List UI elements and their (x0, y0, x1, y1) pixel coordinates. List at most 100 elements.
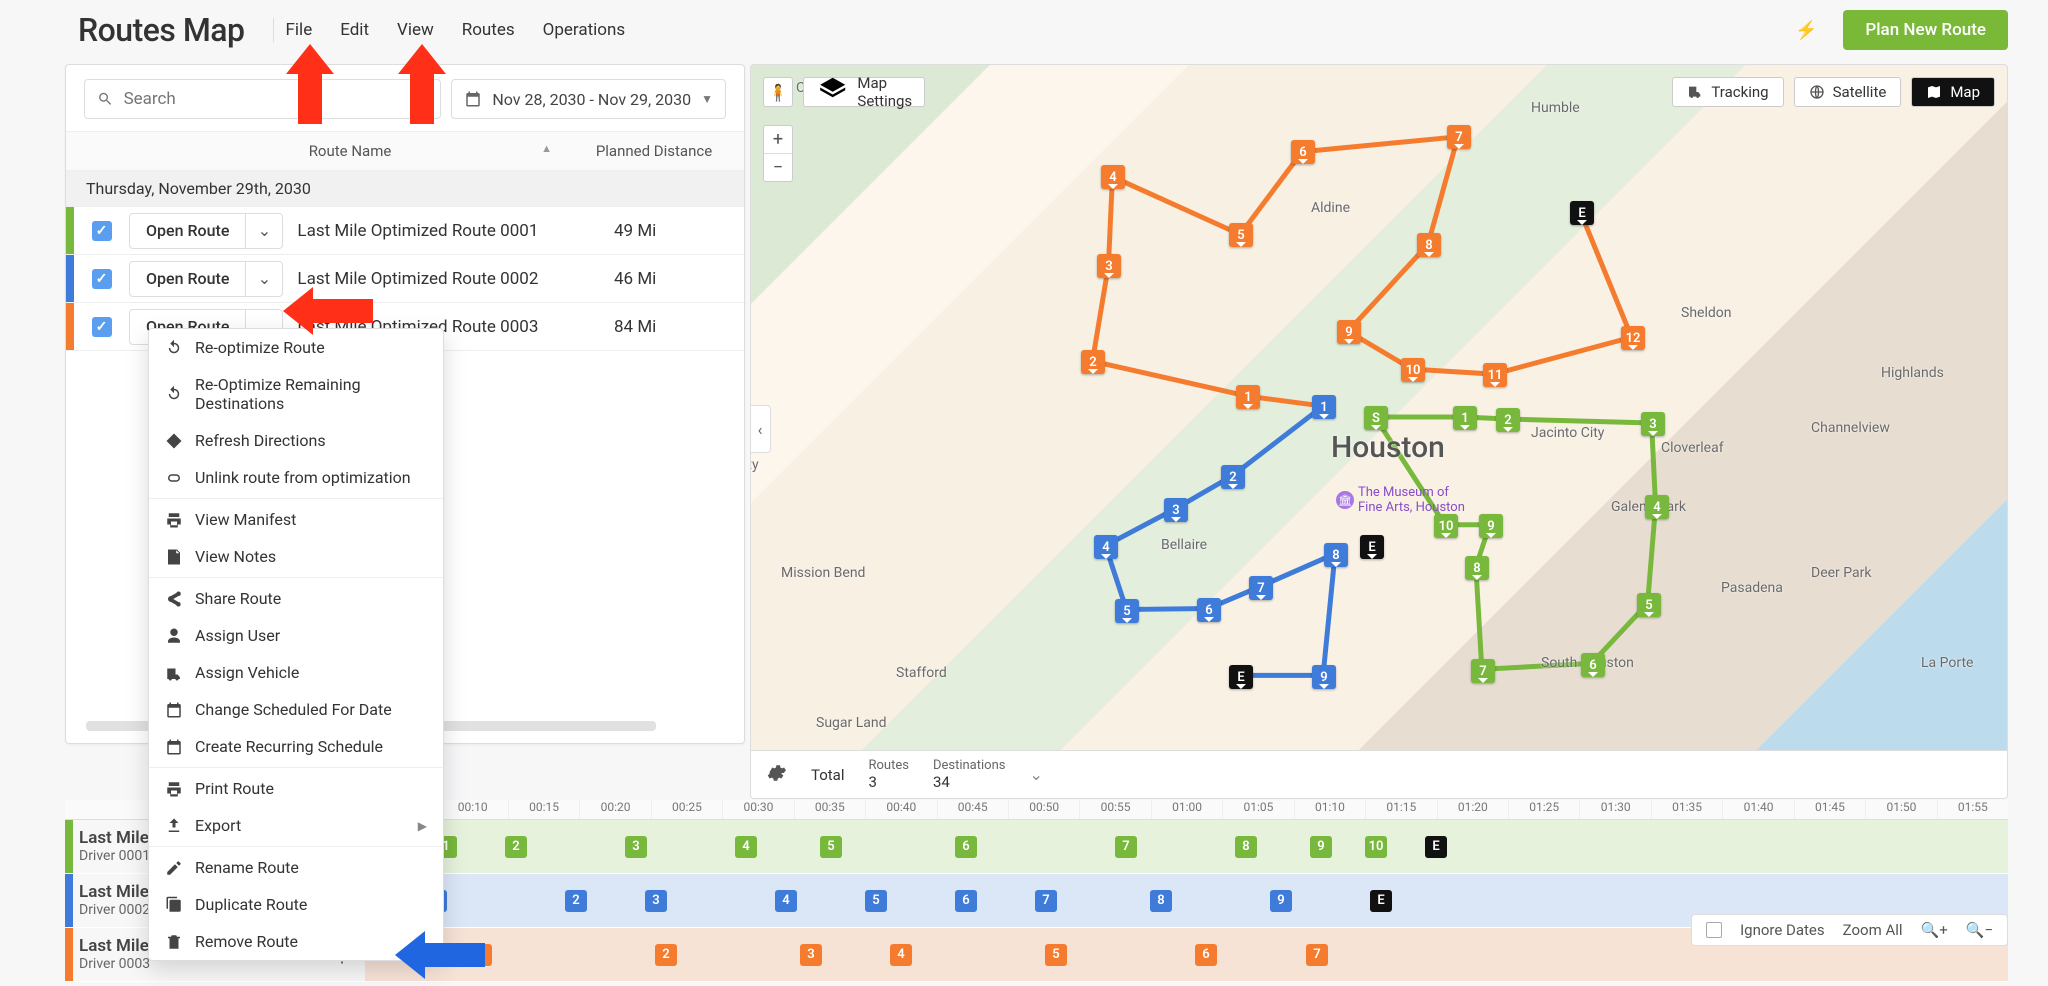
map-marker[interactable]: 5 (1229, 223, 1253, 247)
map-marker[interactable]: 1 (1453, 406, 1477, 430)
timeline-stop[interactable]: 2 (655, 944, 677, 966)
map-marker[interactable]: 3 (1164, 498, 1188, 522)
open-route-button[interactable]: Open Route ⌄ (129, 261, 283, 297)
map-marker[interactable]: 9 (1337, 320, 1361, 344)
ctx-print-route[interactable]: Print Route (149, 770, 443, 807)
timeline-stop[interactable]: 9 (1310, 836, 1332, 858)
timeline-stop[interactable]: 6 (955, 836, 977, 858)
map-marker[interactable]: 4 (1094, 535, 1118, 559)
bolt-icon[interactable]: ⚡ (1795, 20, 1817, 41)
ctx-share-route[interactable]: Share Route (149, 580, 443, 617)
ctx-re-optimize-remaining-destinations[interactable]: Re-Optimize Remaining Destinations (149, 366, 443, 422)
timeline-stop[interactable]: E (1425, 836, 1447, 858)
map-marker[interactable]: 5 (1637, 593, 1661, 617)
ctx-change-scheduled-for-date[interactable]: Change Scheduled For Date (149, 691, 443, 728)
map-marker[interactable]: 1 (1236, 385, 1260, 409)
map-marker[interactable]: 4 (1101, 165, 1125, 189)
timeline-stop[interactable]: 10 (1365, 836, 1387, 858)
map-marker[interactable]: 2 (1081, 350, 1105, 374)
timeline-stop[interactable]: 9 (1270, 890, 1292, 912)
timeline-stop[interactable]: 2 (565, 890, 587, 912)
zoom-in-button[interactable]: + (764, 126, 792, 153)
collapse-panel-tab[interactable]: ‹ (750, 405, 771, 453)
map-marker[interactable]: 2 (1221, 465, 1245, 489)
zoom-out-button[interactable]: − (764, 154, 792, 181)
map-marker[interactable]: 7 (1249, 576, 1273, 600)
ctx-rename-route[interactable]: Rename Route (149, 849, 443, 886)
map-marker[interactable]: 6 (1581, 653, 1605, 677)
map-marker[interactable]: 9 (1312, 665, 1336, 689)
gear-icon[interactable] (765, 762, 787, 788)
timeline-stop[interactable]: 4 (775, 890, 797, 912)
route-row[interactable]: ✓ Open Route ⌄ Last Mile Optimized Route… (66, 207, 744, 255)
menu-routes[interactable]: Routes (462, 20, 515, 40)
streetview-peg[interactable]: 🧍 (763, 77, 793, 107)
map-marker[interactable]: 4 (1645, 495, 1669, 519)
zoom-in-icon[interactable]: 🔍+ (1921, 921, 1948, 939)
menu-view[interactable]: View (397, 20, 434, 40)
tracking-toggle[interactable]: Tracking (1672, 77, 1783, 107)
zoom-out-icon[interactable]: 🔍− (1966, 921, 1993, 939)
ctx-assign-vehicle[interactable]: Assign Vehicle (149, 654, 443, 691)
map-marker[interactable]: 8 (1417, 233, 1441, 257)
chevron-down-icon[interactable]: ⌄ (246, 214, 282, 248)
timeline-bar[interactable]: 12345678910E (365, 820, 2008, 873)
route-checkbox[interactable]: ✓ (92, 269, 112, 289)
timeline-stop[interactable]: 7 (1306, 944, 1328, 966)
timeline-stop[interactable]: 8 (1235, 836, 1257, 858)
search-input-wrapper[interactable] (84, 79, 441, 119)
timeline-stop[interactable]: 7 (1035, 890, 1057, 912)
menu-edit[interactable]: Edit (340, 20, 369, 40)
timeline-stop[interactable]: E (1370, 890, 1392, 912)
map-marker[interactable]: S (1364, 406, 1388, 430)
map-marker[interactable]: 12 (1621, 326, 1645, 350)
ctx-view-notes[interactable]: View Notes (149, 538, 443, 575)
chevron-down-icon[interactable]: ⌄ (246, 262, 282, 296)
timeline-stop[interactable]: 7 (1115, 836, 1137, 858)
ctx-duplicate-route[interactable]: Duplicate Route (149, 886, 443, 923)
ctx-export[interactable]: Export▶ (149, 807, 443, 844)
zoom-all-button[interactable]: Zoom All (1843, 921, 1903, 939)
menu-file[interactable]: File (286, 20, 313, 40)
route-checkbox[interactable]: ✓ (92, 317, 112, 337)
map-marker[interactable]: E (1360, 535, 1384, 559)
map-settings-button[interactable]: Map Settings (803, 77, 925, 107)
map-marker[interactable]: 2 (1496, 408, 1520, 432)
timeline-stop[interactable]: 6 (1195, 944, 1217, 966)
col-planned-distance[interactable]: Planned Distance (564, 132, 744, 170)
map-marker[interactable]: 8 (1324, 543, 1348, 567)
timeline-stop[interactable]: 4 (890, 944, 912, 966)
map-poi[interactable]: 🏛 The Museum of Fine Arts, Houston (1336, 485, 1465, 515)
map-marker[interactable]: 5 (1115, 599, 1139, 623)
ignore-dates-checkbox[interactable] (1706, 922, 1722, 938)
col-route-name[interactable]: Route Name▲ (136, 132, 564, 170)
route-row[interactable]: ✓ Open Route ⌄ Last Mile Optimized Route… (66, 255, 744, 303)
ctx-view-manifest[interactable]: View Manifest (149, 501, 443, 538)
search-input[interactable] (124, 89, 429, 109)
timeline-stop[interactable]: 3 (625, 836, 647, 858)
map-marker[interactable]: 11 (1483, 363, 1507, 387)
map-marker[interactable]: 8 (1465, 556, 1489, 580)
map-marker[interactable]: 1 (1312, 395, 1336, 419)
route-checkbox[interactable]: ✓ (92, 221, 112, 241)
timeline-stop[interactable]: 5 (865, 890, 887, 912)
map-marker[interactable]: 10 (1434, 514, 1458, 538)
timeline-stop[interactable]: 4 (735, 836, 757, 858)
footer-chevron-down-icon[interactable]: ⌄ (1029, 765, 1042, 784)
map-marker[interactable]: 3 (1097, 254, 1121, 278)
timeline-stop[interactable]: 8 (1150, 890, 1172, 912)
ctx-assign-user[interactable]: Assign User (149, 617, 443, 654)
timeline-stop[interactable]: 2 (505, 836, 527, 858)
map[interactable]: HoustonPasadenaPearlandJacinto CityHighl… (750, 64, 2008, 799)
menu-operations[interactable]: Operations (543, 20, 626, 40)
timeline-stop[interactable]: 5 (1045, 944, 1067, 966)
timeline-stop[interactable]: 6 (955, 890, 977, 912)
map-marker[interactable]: 7 (1447, 125, 1471, 149)
ctx-refresh-directions[interactable]: Refresh Directions (149, 422, 443, 459)
ctx-unlink-route-from-optimization[interactable]: Unlink route from optimization (149, 459, 443, 496)
map-marker[interactable]: 6 (1197, 598, 1221, 622)
map-marker[interactable]: E (1570, 201, 1594, 225)
open-route-button[interactable]: Open Route ⌄ (129, 213, 283, 249)
map-marker[interactable]: 6 (1291, 140, 1315, 164)
timeline-stop[interactable]: 5 (820, 836, 842, 858)
